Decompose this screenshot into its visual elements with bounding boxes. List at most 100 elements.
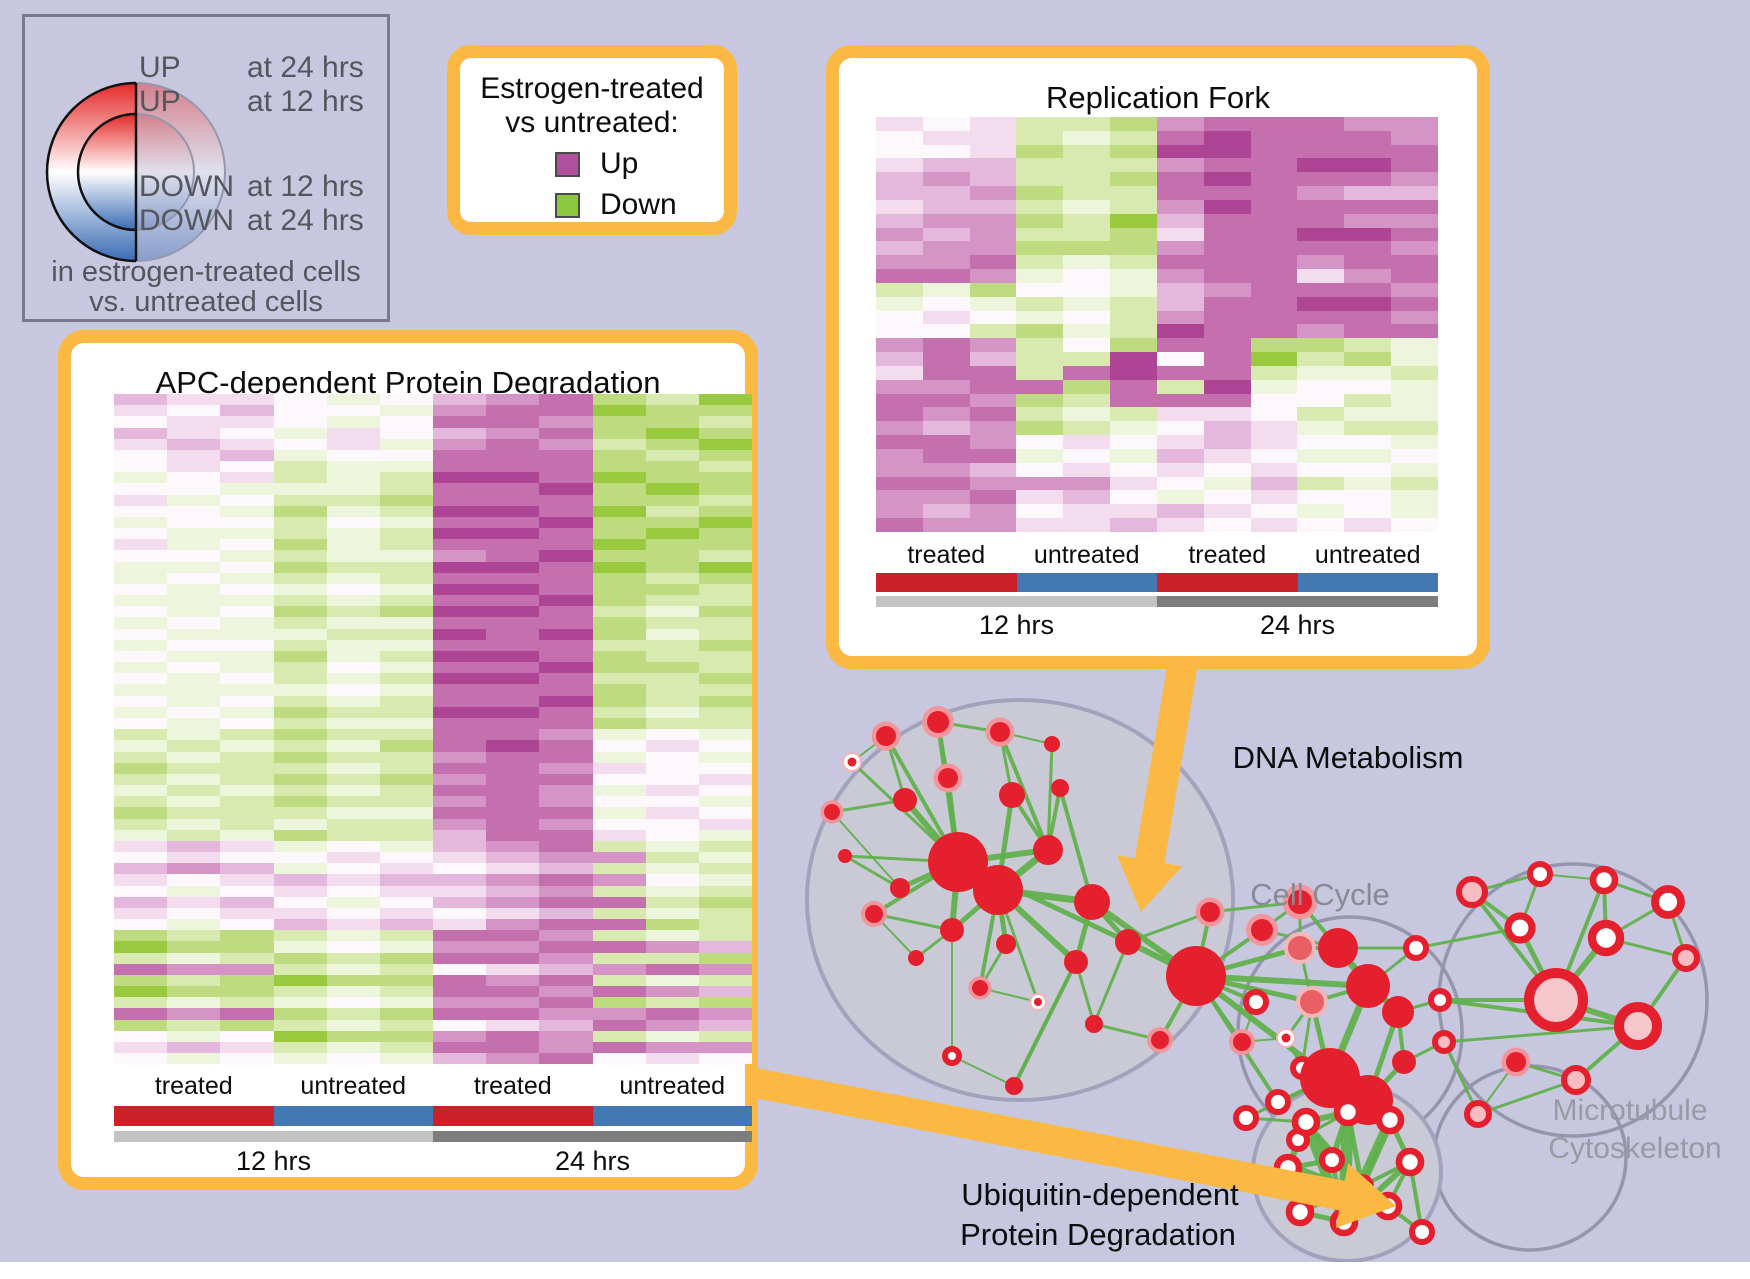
cluster-label: Ubiquitin-dependent: [961, 1177, 1239, 1212]
network-node: [1506, 1052, 1526, 1072]
heatmap-row: [114, 662, 753, 674]
heatmap-row: [114, 483, 753, 495]
heatmap-row: [114, 528, 753, 540]
network-node: [1382, 996, 1414, 1028]
heatmap-row: [114, 572, 753, 584]
network-node-ring: [942, 1046, 962, 1066]
network-node: [876, 726, 896, 746]
ring-row-dir: UP: [139, 85, 181, 118]
heatmap-row: [114, 919, 753, 931]
network-node-ring: [1524, 968, 1588, 1032]
network-node-ring: [1319, 1147, 1345, 1173]
group-label: treated: [1188, 541, 1267, 569]
heatmap-row: [114, 986, 753, 998]
network-node-ring: [1395, 1147, 1425, 1177]
network-node-ring: [1561, 1065, 1591, 1095]
heatmap-row: [114, 461, 753, 473]
network-node: [1085, 1015, 1103, 1033]
cluster-label: DNA Metabolism: [1233, 740, 1464, 775]
heatmap-row: [876, 144, 1438, 159]
heatmap-row: [114, 550, 753, 562]
color-key-box: Estrogen-treated vs untreated: Up Down: [447, 45, 737, 235]
group-label: treated: [907, 541, 986, 569]
heatmap-row: [876, 365, 1438, 380]
network-edge: [831, 811, 901, 889]
heatmap-row: [114, 1030, 753, 1042]
network-node-ring: [1243, 989, 1269, 1015]
network-node: [893, 788, 917, 812]
network-edge: [1443, 1024, 1639, 1044]
heatmap-row: [876, 255, 1438, 270]
network-node: [973, 865, 1023, 915]
heatmap-row: [876, 199, 1438, 214]
heatmap-row: [114, 394, 753, 406]
heatmap-row: [114, 639, 753, 651]
rf-group-labels: treated untreated treated untreated: [876, 541, 1438, 570]
heatmap-row: [114, 561, 753, 573]
network-edge: [951, 1055, 1015, 1087]
orange-arrow: [747, 1067, 1396, 1228]
network-node-ring: [1375, 1105, 1405, 1135]
apc-group-bars: [114, 1106, 752, 1126]
heatmap-row: [114, 963, 753, 975]
color-key-item-up: Up: [555, 147, 724, 181]
network-node-ring: [1233, 1105, 1259, 1131]
heatmap-row: [114, 885, 753, 897]
network-node: [1005, 1077, 1023, 1095]
time-label: 24 hrs: [554, 1146, 631, 1176]
heatmap-row: [876, 462, 1438, 477]
heatmap-row: [114, 1019, 753, 1031]
heatmap-row: [114, 405, 753, 417]
heatmap-row: [114, 796, 753, 808]
network-node: [1200, 902, 1220, 922]
network-node: [908, 950, 924, 966]
cluster-label: Protein Degradation: [960, 1217, 1236, 1252]
heatmap-row: [114, 583, 753, 596]
network-node: [1233, 1033, 1251, 1051]
ring-faded-half: [136, 82, 226, 262]
network-node: [1033, 835, 1063, 865]
time-bar: [1157, 596, 1438, 607]
group-label: untreated: [1033, 541, 1140, 569]
ring-row-time: at 12 hrs: [247, 170, 364, 203]
heatmap-row: [114, 617, 753, 629]
ring-caption-line2: vs. untreated cells: [89, 286, 323, 318]
up-label: Up: [600, 147, 639, 180]
orange-arrow: [1117, 642, 1201, 912]
network-edge: [1127, 910, 1211, 944]
heatmap-row: [876, 269, 1438, 283]
heatmap-row: [876, 324, 1438, 339]
heatmap-row: [876, 448, 1438, 463]
heatmap-row: [114, 807, 753, 819]
network-edge: [1012, 961, 1078, 1087]
network-edge: [844, 854, 901, 890]
heatmap-row: [114, 941, 753, 953]
heatmap-row: [114, 762, 753, 774]
network-edge: [1092, 941, 1130, 1025]
network-node-ring: [1587, 919, 1625, 957]
rf-time-bars: [876, 596, 1438, 607]
network-node: [847, 757, 857, 767]
heatmap-row: [114, 773, 753, 786]
network-node-ring: [1504, 912, 1536, 944]
network-node: [972, 980, 988, 996]
heatmap-row: [114, 695, 753, 707]
heatmap-row: [876, 296, 1438, 311]
time-label: 24 hrs: [1259, 610, 1336, 640]
ring-legend-caption: in estrogen-treated cells vs. untreated …: [51, 256, 361, 318]
down-swatch: [555, 192, 580, 218]
network-node: [1284, 932, 1316, 964]
heatmap-row: [876, 338, 1438, 353]
network-node-ring: [1672, 944, 1700, 972]
network-node: [1051, 779, 1069, 797]
heatmap-row: [114, 449, 753, 462]
heatmap-row: [114, 1041, 753, 1054]
heatmap-row: [114, 740, 753, 752]
apc-time-bars: [114, 1131, 752, 1142]
network-node: [1346, 964, 1390, 1008]
heatmap-row: [114, 427, 753, 439]
network-node: [1281, 1033, 1291, 1043]
network-edge: [831, 798, 906, 814]
heatmap-row: [876, 117, 1438, 131]
